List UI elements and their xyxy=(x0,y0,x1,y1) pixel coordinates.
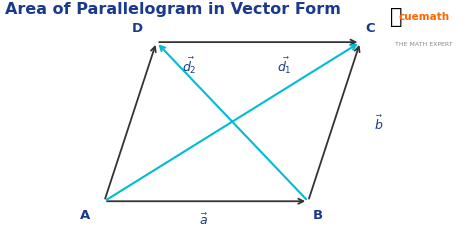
Text: D: D xyxy=(132,22,143,35)
Text: C: C xyxy=(365,22,374,35)
Text: 🚀: 🚀 xyxy=(390,7,402,27)
Text: $\vec{d_1}$: $\vec{d_1}$ xyxy=(277,55,292,76)
Text: THE MATH EXPERT: THE MATH EXPERT xyxy=(395,42,453,47)
Text: Area of Parallelogram in Vector Form: Area of Parallelogram in Vector Form xyxy=(5,2,341,17)
Text: A: A xyxy=(80,209,91,222)
Text: $\vec{d_2}$: $\vec{d_2}$ xyxy=(182,55,197,76)
Text: cuemath: cuemath xyxy=(399,12,450,22)
Text: $\vec{b}$: $\vec{b}$ xyxy=(374,115,384,133)
Text: $\vec{a}$: $\vec{a}$ xyxy=(199,212,209,228)
Text: B: B xyxy=(312,209,323,222)
